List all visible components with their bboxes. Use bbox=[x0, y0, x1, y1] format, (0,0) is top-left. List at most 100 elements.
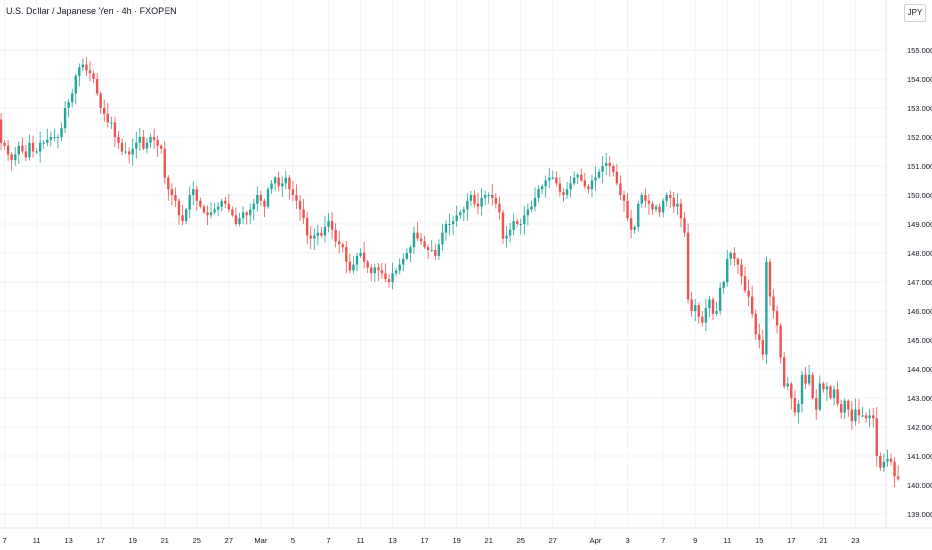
candle-body bbox=[480, 197, 483, 207]
currency-unit-badge[interactable]: JPY bbox=[904, 4, 926, 22]
candle-body bbox=[783, 357, 786, 387]
candle-body bbox=[24, 151, 28, 158]
candle-body bbox=[743, 276, 747, 291]
candle-body bbox=[818, 383, 821, 410]
x-tick-label: 17 bbox=[420, 536, 428, 545]
axes bbox=[0, 0, 932, 529]
candle-body bbox=[273, 177, 277, 184]
candle-body bbox=[661, 200, 665, 213]
candle-body bbox=[729, 253, 732, 259]
candle-body bbox=[683, 218, 686, 233]
candle-body bbox=[491, 195, 494, 198]
candle-body bbox=[854, 409, 857, 422]
candle-body bbox=[704, 308, 708, 323]
candle-body bbox=[245, 212, 248, 216]
candle-body bbox=[302, 209, 305, 219]
candle-body bbox=[177, 200, 181, 216]
candle-body bbox=[516, 221, 519, 224]
candle-body bbox=[46, 139, 49, 143]
candle-body bbox=[612, 166, 615, 172]
y-tick-label: 142.000 bbox=[907, 423, 932, 432]
candle-body bbox=[370, 267, 373, 274]
candle-body bbox=[38, 142, 42, 152]
candle-body bbox=[793, 398, 797, 413]
candle-body bbox=[747, 290, 750, 297]
candle-body bbox=[227, 203, 231, 210]
candle-body bbox=[359, 253, 362, 256]
candle-body bbox=[281, 183, 284, 187]
candle-body bbox=[633, 226, 636, 230]
candle-body bbox=[309, 235, 312, 239]
candle-body bbox=[822, 383, 825, 390]
candle-body bbox=[320, 232, 323, 236]
candle-body bbox=[640, 195, 643, 204]
x-tick-label: 27 bbox=[225, 536, 233, 545]
candle-body bbox=[362, 253, 366, 262]
candle-body bbox=[423, 241, 426, 248]
candle-body bbox=[238, 218, 241, 224]
candle-body bbox=[384, 273, 387, 280]
y-tick-label: 146.000 bbox=[907, 307, 932, 316]
candle-body bbox=[718, 287, 722, 311]
candle-body bbox=[295, 195, 298, 201]
x-tick-label: Apr bbox=[590, 536, 602, 545]
candle-body bbox=[373, 267, 376, 274]
candle-body bbox=[63, 108, 67, 129]
candle-body bbox=[893, 461, 896, 477]
candle-body bbox=[597, 171, 601, 178]
candle-body bbox=[241, 212, 245, 219]
candle-body bbox=[135, 142, 138, 149]
candle-body bbox=[184, 209, 188, 222]
candle-body bbox=[800, 374, 804, 404]
candle-body bbox=[512, 221, 515, 230]
candle-body bbox=[21, 145, 24, 152]
candle-body bbox=[694, 305, 697, 311]
candle-body bbox=[149, 137, 152, 143]
y-tick-label: 145.000 bbox=[907, 336, 932, 345]
candle-body bbox=[14, 154, 17, 161]
candle-body bbox=[825, 386, 829, 390]
candle-body bbox=[530, 206, 533, 210]
candle-body bbox=[622, 195, 626, 201]
candle-body bbox=[256, 195, 259, 204]
candle-body bbox=[637, 203, 640, 227]
y-tick-label: 147.000 bbox=[907, 278, 932, 287]
candle-body bbox=[71, 93, 74, 103]
candle-body bbox=[815, 398, 818, 410]
candle-body bbox=[377, 267, 380, 271]
candle-body bbox=[127, 151, 131, 155]
y-tick-label: 139.000 bbox=[907, 510, 932, 519]
candle-body bbox=[259, 195, 263, 201]
candle-body bbox=[348, 261, 352, 271]
x-tick-label: 17 bbox=[787, 536, 795, 545]
candle-body bbox=[896, 476, 900, 480]
candle-body bbox=[473, 195, 476, 204]
x-tick-label: 7 bbox=[2, 536, 6, 545]
candle-body bbox=[345, 247, 348, 262]
candle-body bbox=[676, 203, 679, 207]
candle-body bbox=[679, 203, 683, 219]
candle-body bbox=[811, 374, 814, 398]
candle-body bbox=[106, 113, 109, 123]
candle-body bbox=[462, 209, 465, 213]
candle-body bbox=[67, 102, 70, 108]
candle-body bbox=[305, 218, 309, 236]
y-tick-label: 149.000 bbox=[907, 220, 932, 229]
candle-body bbox=[466, 200, 469, 210]
candle-body bbox=[555, 177, 558, 184]
candle-body bbox=[605, 163, 608, 166]
candle-body bbox=[544, 180, 547, 187]
x-tick-label: 13 bbox=[64, 536, 72, 545]
candle-body bbox=[498, 203, 501, 213]
candle-body bbox=[28, 142, 31, 158]
candle-body bbox=[17, 145, 20, 155]
candle-body bbox=[882, 461, 886, 468]
candle-body bbox=[551, 177, 554, 179]
candle-body bbox=[249, 209, 252, 216]
candle-body bbox=[163, 148, 166, 178]
candle-body bbox=[501, 212, 505, 239]
candle-body bbox=[537, 189, 540, 198]
candle-body bbox=[199, 200, 202, 207]
candle-body bbox=[594, 177, 597, 181]
